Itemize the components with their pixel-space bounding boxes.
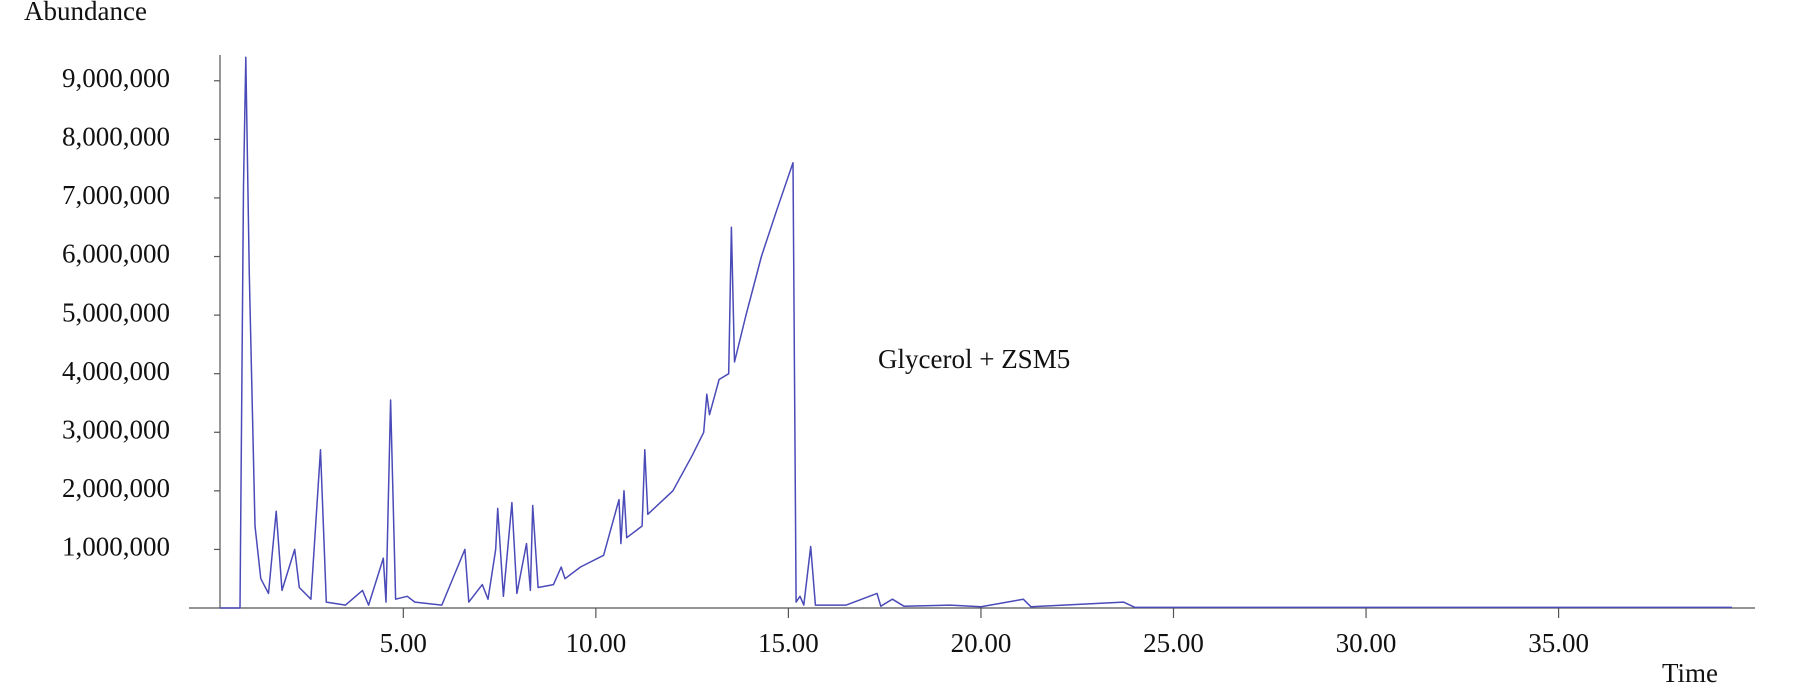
x-tick-label: 10.00 (565, 628, 626, 658)
x-tick-label: 5.00 (380, 628, 427, 658)
y-tick-label: 2,000,000 (62, 473, 170, 503)
x-tick-label: 20.00 (951, 628, 1012, 658)
y-axis-label: Abundance (24, 0, 147, 26)
data-line (220, 56, 1732, 609)
y-tick-label: 7,000,000 (62, 180, 170, 210)
x-tick-label: 15.00 (758, 628, 819, 658)
x-tick-label: 30.00 (1336, 628, 1397, 658)
y-tick-label: 9,000,000 (62, 63, 170, 93)
x-tick-label: 35.00 (1528, 628, 1589, 658)
x-tick-label: 25.00 (1143, 628, 1204, 658)
y-tick-label: 4,000,000 (62, 356, 170, 386)
y-tick-label: 1,000,000 (62, 532, 170, 562)
y-tick-label: 5,000,000 (62, 297, 170, 327)
y-tick-label: 6,000,000 (62, 239, 170, 269)
annotation: Glycerol + ZSM5 (878, 344, 1070, 374)
y-tick-label: 8,000,000 (62, 122, 170, 152)
y-tick-label: 3,000,000 (62, 414, 170, 444)
x-axis-label: Time (1662, 658, 1718, 688)
